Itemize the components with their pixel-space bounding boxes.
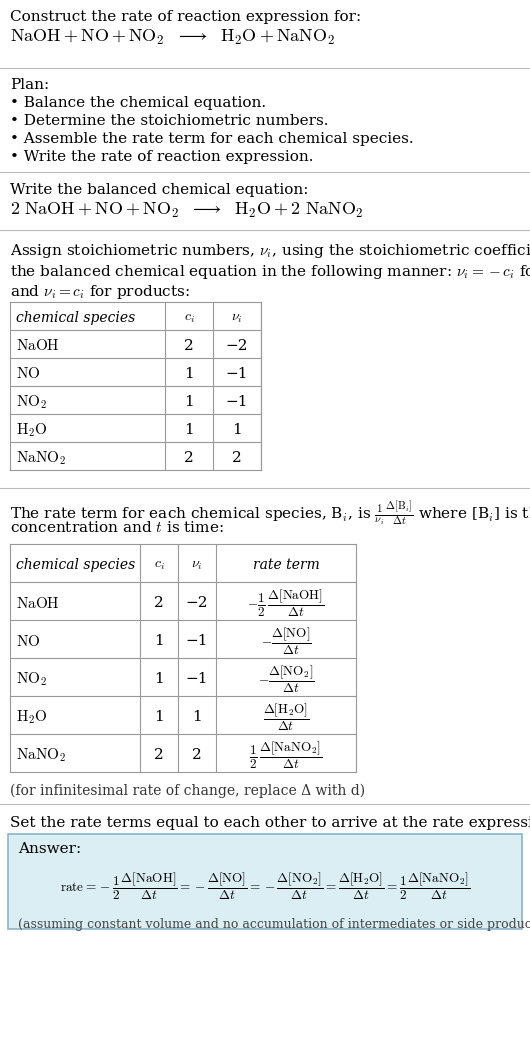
Text: $\nu_i$: $\nu_i$ bbox=[231, 311, 243, 325]
Text: 1: 1 bbox=[192, 710, 202, 724]
Text: −1: −1 bbox=[226, 395, 248, 410]
Text: Write the balanced chemical equation:: Write the balanced chemical equation: bbox=[10, 183, 308, 197]
Text: $-\dfrac{\Delta[\mathrm{NO}]}{\Delta t}$: $-\dfrac{\Delta[\mathrm{NO}]}{\Delta t}$ bbox=[261, 625, 311, 656]
Text: $\mathrm{NO}$: $\mathrm{NO}$ bbox=[16, 367, 40, 381]
Text: $\mathrm{NO}$: $\mathrm{NO}$ bbox=[16, 634, 40, 648]
Text: 2: 2 bbox=[232, 451, 242, 465]
Text: (for infinitesimal rate of change, replace Δ with d): (for infinitesimal rate of change, repla… bbox=[10, 784, 365, 798]
Text: $\mathrm{NO_2}$: $\mathrm{NO_2}$ bbox=[16, 670, 47, 688]
Text: 1: 1 bbox=[154, 710, 164, 724]
Text: $c_i$: $c_i$ bbox=[154, 559, 164, 572]
Text: 2: 2 bbox=[184, 339, 194, 353]
Text: $\mathrm{rate} = -\dfrac{1}{2}\dfrac{\Delta[\mathrm{NaOH}]}{\Delta t} = -\dfrac{: $\mathrm{rate} = -\dfrac{1}{2}\dfrac{\De… bbox=[60, 870, 470, 901]
Text: $\dfrac{1}{2}\,\dfrac{\Delta[\mathrm{NaNO_2}]}{\Delta t}$: $\dfrac{1}{2}\,\dfrac{\Delta[\mathrm{NaN… bbox=[250, 740, 323, 771]
Text: • Write the rate of reaction expression.: • Write the rate of reaction expression. bbox=[10, 150, 314, 164]
Text: $\mathrm{NaOH}$: $\mathrm{NaOH}$ bbox=[16, 339, 60, 353]
Text: −1: −1 bbox=[186, 672, 208, 686]
Text: $c_i$: $c_i$ bbox=[183, 311, 195, 325]
Text: $\mathrm{NO_2}$: $\mathrm{NO_2}$ bbox=[16, 393, 47, 411]
Text: Answer:: Answer: bbox=[18, 842, 81, 855]
Text: −2: −2 bbox=[186, 596, 208, 610]
Text: −1: −1 bbox=[186, 634, 208, 648]
Text: Plan:: Plan: bbox=[10, 78, 49, 92]
FancyBboxPatch shape bbox=[8, 834, 522, 929]
Text: 1: 1 bbox=[154, 672, 164, 686]
Text: (assuming constant volume and no accumulation of intermediates or side products): (assuming constant volume and no accumul… bbox=[18, 918, 530, 931]
Text: −1: −1 bbox=[226, 367, 248, 381]
Text: concentration and $t$ is time:: concentration and $t$ is time: bbox=[10, 520, 224, 535]
Text: $\mathrm{NaOH + NO + NO_2\ \ \longrightarrow\ \ H_2O + NaNO_2}$: $\mathrm{NaOH + NO + NO_2\ \ \longrighta… bbox=[10, 28, 335, 47]
Text: −2: −2 bbox=[226, 339, 248, 353]
Text: $\mathrm{NaNO_2}$: $\mathrm{NaNO_2}$ bbox=[16, 746, 66, 764]
Text: 1: 1 bbox=[184, 423, 194, 437]
Text: 1: 1 bbox=[184, 395, 194, 410]
Text: 1: 1 bbox=[184, 367, 194, 381]
Text: • Balance the chemical equation.: • Balance the chemical equation. bbox=[10, 96, 266, 110]
Text: • Assemble the rate term for each chemical species.: • Assemble the rate term for each chemic… bbox=[10, 132, 413, 146]
Text: $-\dfrac{1}{2}\,\dfrac{\Delta[\mathrm{NaOH}]}{\Delta t}$: $-\dfrac{1}{2}\,\dfrac{\Delta[\mathrm{Na… bbox=[248, 588, 325, 619]
Text: Assign stoichiometric numbers, $\nu_i$, using the stoichiometric coefficients, $: Assign stoichiometric numbers, $\nu_i$, … bbox=[10, 242, 530, 301]
Text: rate term: rate term bbox=[253, 559, 320, 572]
Text: $\mathrm{NaNO_2}$: $\mathrm{NaNO_2}$ bbox=[16, 449, 66, 467]
Text: $\mathrm{2\ NaOH + NO + NO_2\ \ \longrightarrow\ \ H_2O + 2\ NaNO_2}$: $\mathrm{2\ NaOH + NO + NO_2\ \ \longrig… bbox=[10, 201, 364, 220]
Text: The rate term for each chemical species, B$_i$, is $\frac{1}{\nu_i}\frac{\Delta[: The rate term for each chemical species,… bbox=[10, 500, 530, 528]
Text: • Determine the stoichiometric numbers.: • Determine the stoichiometric numbers. bbox=[10, 114, 329, 128]
Text: $\mathrm{H_2O}$: $\mathrm{H_2O}$ bbox=[16, 709, 48, 726]
Text: $\mathrm{NaOH}$: $\mathrm{NaOH}$ bbox=[16, 595, 60, 611]
Text: Set the rate terms equal to each other to arrive at the rate expression:: Set the rate terms equal to each other t… bbox=[10, 816, 530, 830]
Text: $\dfrac{\Delta[\mathrm{H_2O}]}{\Delta t}$: $\dfrac{\Delta[\mathrm{H_2O}]}{\Delta t}… bbox=[263, 701, 310, 733]
Text: $\nu_i$: $\nu_i$ bbox=[191, 559, 203, 572]
Text: chemical species: chemical species bbox=[16, 311, 135, 325]
Text: 2: 2 bbox=[192, 748, 202, 762]
Text: $\mathrm{H_2O}$: $\mathrm{H_2O}$ bbox=[16, 421, 48, 439]
Text: 2: 2 bbox=[154, 748, 164, 762]
Text: 1: 1 bbox=[232, 423, 242, 437]
Text: 1: 1 bbox=[154, 634, 164, 648]
Text: $-\dfrac{\Delta[\mathrm{NO_2}]}{\Delta t}$: $-\dfrac{\Delta[\mathrm{NO_2}]}{\Delta t… bbox=[258, 664, 314, 695]
Text: 2: 2 bbox=[154, 596, 164, 610]
Text: Construct the rate of reaction expression for:: Construct the rate of reaction expressio… bbox=[10, 10, 361, 24]
Text: 2: 2 bbox=[184, 451, 194, 465]
Text: chemical species: chemical species bbox=[16, 559, 135, 572]
